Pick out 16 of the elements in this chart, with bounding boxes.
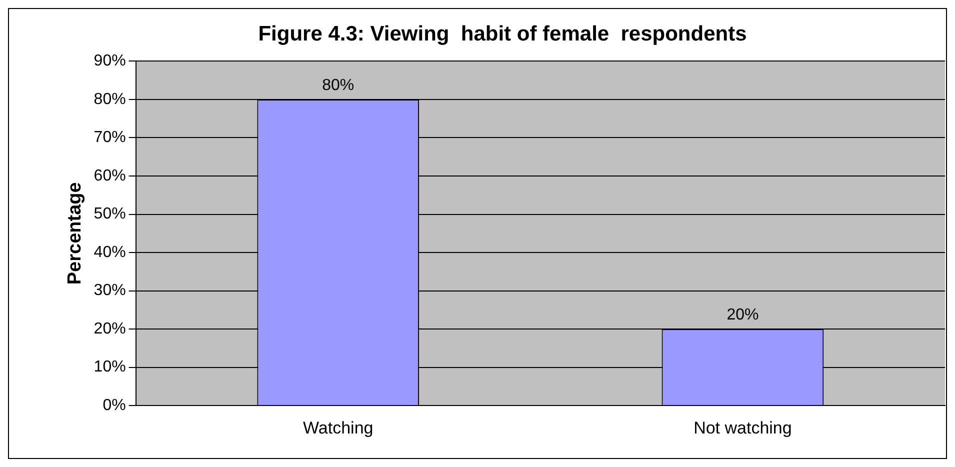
y-tick-label: 0% bbox=[102, 397, 126, 414]
y-tick-label: 10% bbox=[94, 358, 126, 376]
data-label: 20% bbox=[726, 306, 759, 324]
x-tick-label: Not watching bbox=[694, 418, 792, 438]
y-axis-title: Percentage bbox=[64, 182, 86, 285]
y-tick-label: 40% bbox=[94, 244, 126, 261]
data-label: 80% bbox=[322, 76, 354, 94]
y-tick-label: 50% bbox=[94, 206, 126, 223]
y-tick-label: 90% bbox=[94, 52, 126, 70]
y-tick-label: 80% bbox=[94, 90, 126, 108]
x-tick-label: Watching bbox=[303, 418, 374, 438]
chart-title: Figure 4.3: Viewing habit of female respondents bbox=[258, 22, 747, 46]
y-tick-label: 20% bbox=[94, 320, 126, 338]
y-tick-label: 70% bbox=[94, 129, 126, 146]
y-tick-label: 60% bbox=[94, 167, 126, 184]
y-tick-label: 30% bbox=[94, 282, 126, 300]
